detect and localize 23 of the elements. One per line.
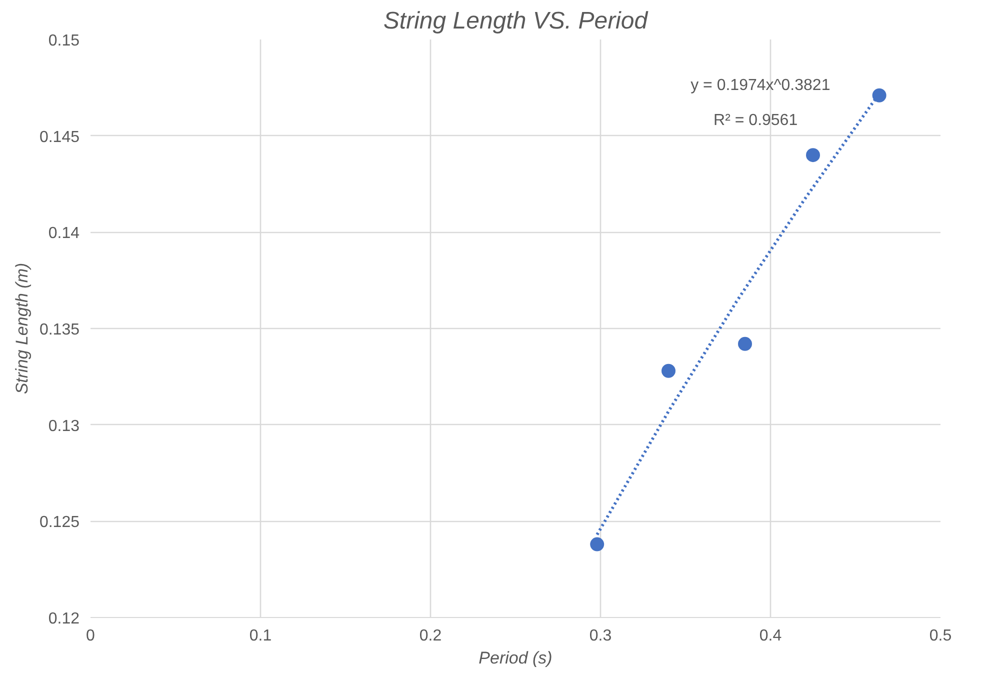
annotation: R² = 0.9561 [714,112,798,129]
y-tick-label: 0.145 [39,128,80,146]
y-tick-label: 0.135 [39,322,80,338]
x-tick-label: 0 [86,628,96,644]
y-tick-label: 0.15 [48,32,80,50]
x-tick-label: 0.3 [589,628,612,644]
x-tick-label: 0.5 [929,628,952,644]
point [806,148,820,162]
point [738,336,752,351]
y-axis-title: String Length (m) [12,262,32,394]
y-tick-label: 0.12 [48,610,80,628]
x-axis-title: Period (s) [478,648,552,668]
point [872,88,886,102]
x-tick-label: 0.1 [249,628,272,644]
annotation: y = 0.1974x^0.3821 [690,77,830,94]
point [662,364,676,378]
x-tick-label: 0.2 [419,628,442,644]
y-tick-label: 0.13 [48,418,80,435]
y-tick-label: 0.14 [48,225,80,242]
x-tick-label: 0.4 [759,628,782,644]
point [590,537,604,552]
chart-title: String Length VS. Period [383,8,648,34]
y-tick-label: 0.125 [39,514,80,532]
